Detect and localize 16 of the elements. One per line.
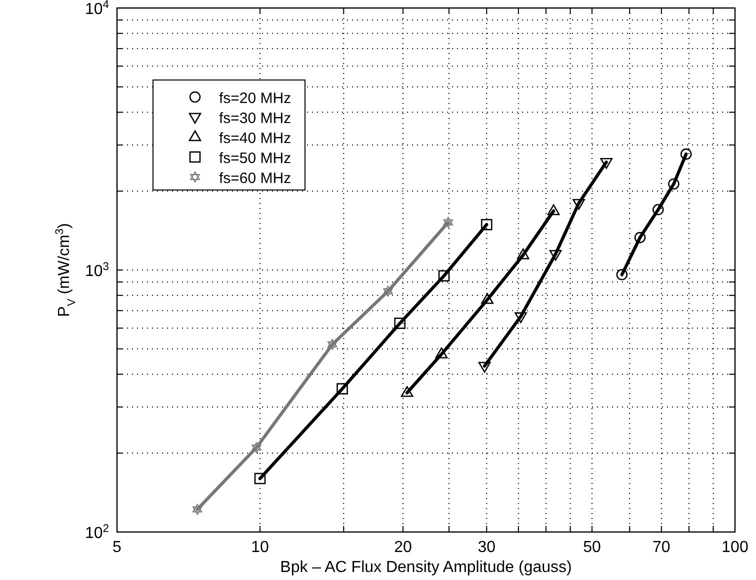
x-tick-label: 30	[478, 539, 496, 556]
y-tick-label: 10$^{4}$	[84, 0, 109, 18]
x-tick-label: 20	[394, 539, 412, 556]
x-tick-label: 50	[583, 539, 602, 556]
x-tick-label: 70	[652, 539, 670, 556]
x-tick-label: 5	[112, 539, 122, 556]
legend-label: fs=20 MHz	[219, 90, 292, 107]
legend-label: fs=30 MHz	[219, 110, 292, 127]
legend-label: fs=60 MHz	[219, 170, 292, 187]
y-tick-label: 10$^{2}$	[84, 523, 109, 542]
x-axis-title: Bpk – AC Flux Density Amplitude (gauss)	[280, 559, 572, 576]
x-tick-label: 10	[251, 539, 269, 556]
legend-label: fs=50 MHz	[219, 150, 292, 167]
y-tick-label: 10$^{3}$	[84, 261, 109, 280]
x-tick-label: 100	[722, 539, 748, 556]
legend-label: fs=40 MHz	[219, 130, 292, 147]
